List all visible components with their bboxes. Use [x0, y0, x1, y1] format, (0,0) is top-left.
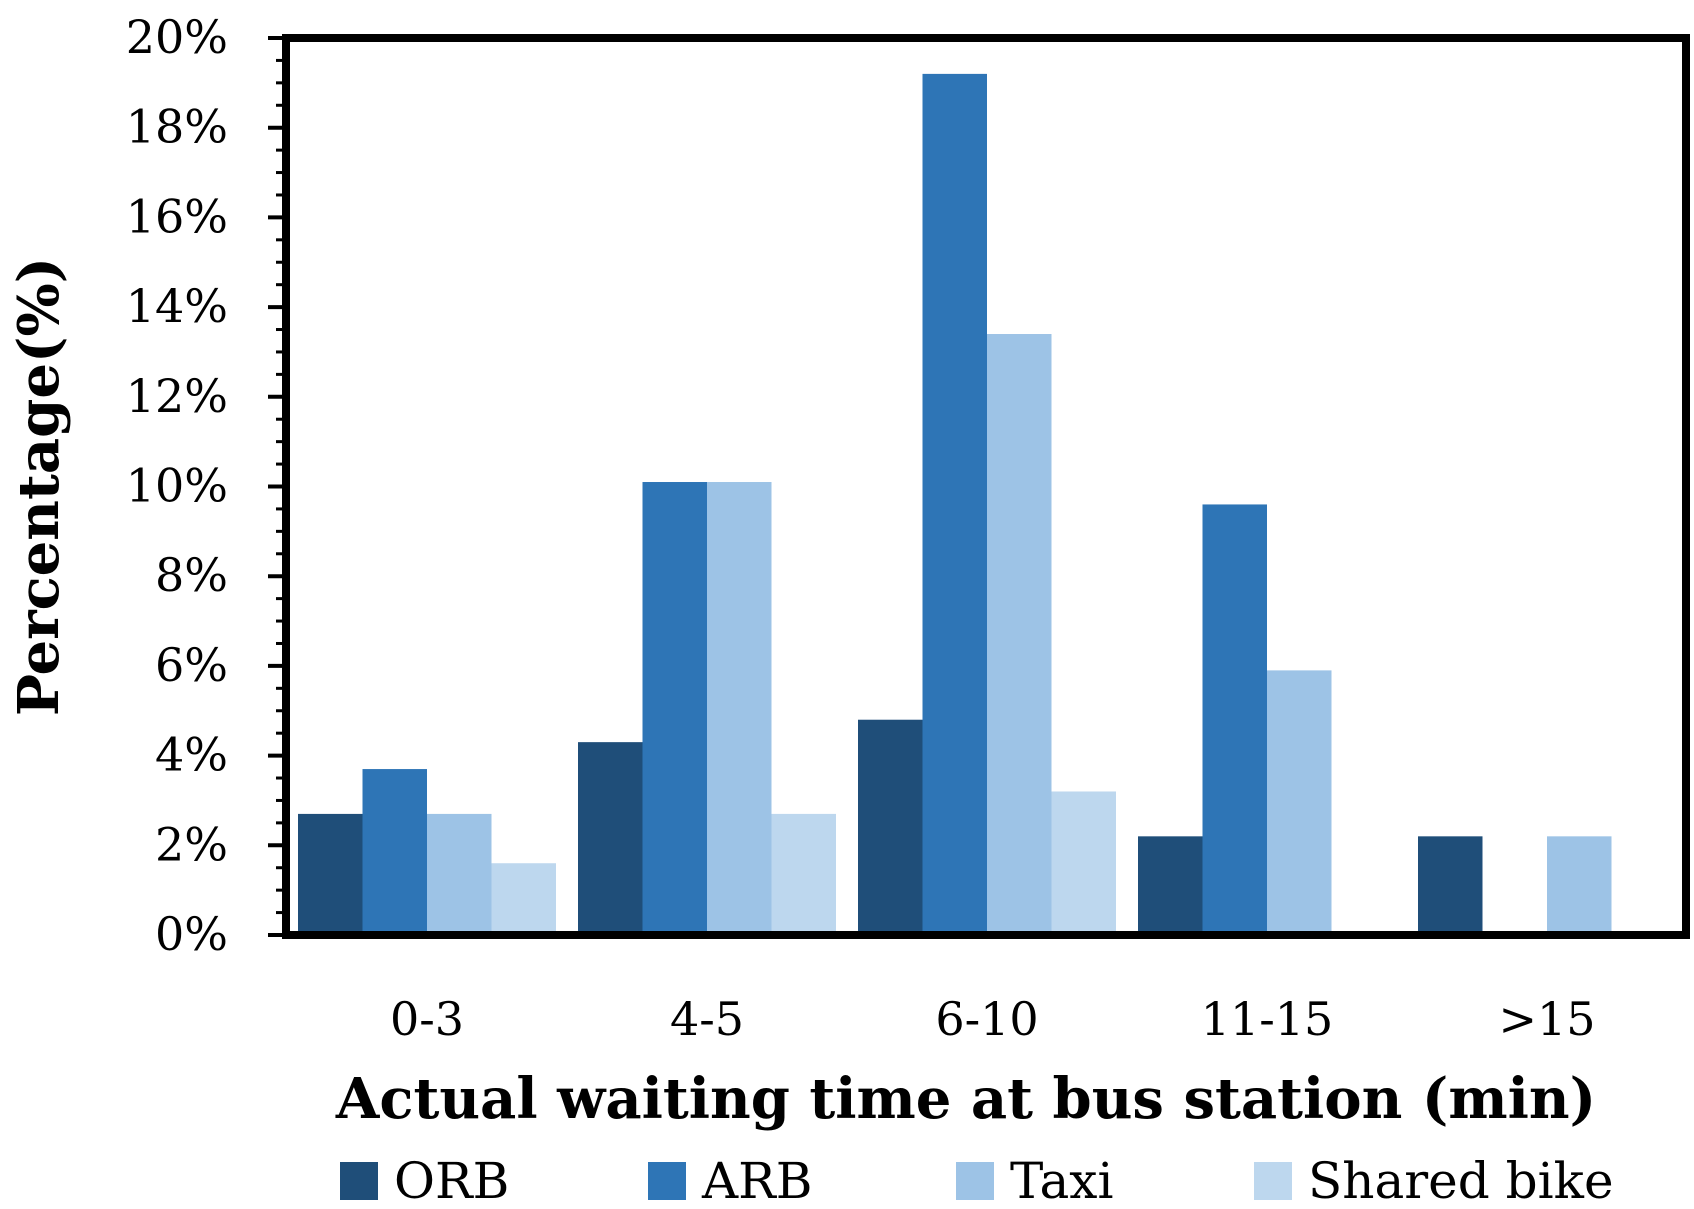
bar-taxi-0	[427, 813, 492, 935]
legend-swatch-orb	[340, 1162, 378, 1200]
legend: ORB ARB Taxi Shared bike	[340, 1152, 1614, 1209]
y-tick-label: 12%	[126, 369, 228, 423]
x-axis-title: Actual waiting time at bus station (min)	[335, 1066, 1596, 1132]
bar-taxi-4	[1547, 836, 1612, 935]
y-tick-label: 0%	[155, 907, 228, 961]
y-tick-label: 20%	[126, 10, 228, 64]
legend-label: ARB	[701, 1152, 813, 1209]
x-tick-label: 0-3	[390, 992, 464, 1046]
bar-taxi-2	[987, 334, 1052, 935]
y-axis-ticks: 0% 2% 4% 6% 8% 10% 12% 14% 16% 18% 20%	[126, 10, 286, 961]
y-axis-title: Percentage(%)	[6, 257, 72, 716]
y-tick-label: 16%	[126, 189, 228, 243]
legend-label: Taxi	[1010, 1152, 1113, 1209]
bar-arb-3	[1202, 504, 1267, 935]
bar-taxi-1	[707, 482, 772, 935]
bar-shared-bike-1	[771, 813, 836, 935]
bar-orb-4	[1418, 836, 1483, 935]
legend-swatch-taxi	[956, 1162, 994, 1200]
bar-taxi-3	[1267, 670, 1332, 935]
bar-orb-3	[1138, 836, 1203, 935]
legend-swatch-shared-bike	[1254, 1162, 1292, 1200]
y-tick-label: 18%	[126, 100, 228, 154]
bar-shared-bike-0	[491, 863, 556, 935]
y-tick-label: 6%	[155, 638, 228, 692]
bar-arb-2	[922, 73, 987, 935]
x-tick-label: 6-10	[935, 992, 1038, 1046]
x-tick-label: 4-5	[670, 992, 744, 1046]
bar-orb-2	[858, 719, 923, 935]
y-tick-label: 2%	[155, 817, 228, 871]
x-tick-label: >15	[1498, 992, 1595, 1046]
bar-arb-0	[362, 769, 427, 935]
bars-group	[298, 73, 1612, 935]
y-tick-label: 8%	[155, 548, 228, 602]
y-tick-label: 14%	[126, 279, 228, 333]
bar-orb-1	[578, 742, 643, 935]
bar-shared-bike-2	[1051, 791, 1116, 935]
bar-arb-1	[642, 482, 707, 935]
legend-swatch-arb	[648, 1162, 686, 1200]
x-axis-ticks: 0-3 4-5 6-10 11-15 >15	[390, 992, 1596, 1046]
legend-label: ORB	[394, 1152, 509, 1209]
x-tick-label: 11-15	[1201, 992, 1334, 1046]
legend-label: Shared bike	[1308, 1152, 1614, 1209]
y-tick-label: 4%	[155, 728, 228, 782]
bar-orb-0	[298, 813, 363, 935]
y-tick-label: 10%	[126, 459, 228, 513]
